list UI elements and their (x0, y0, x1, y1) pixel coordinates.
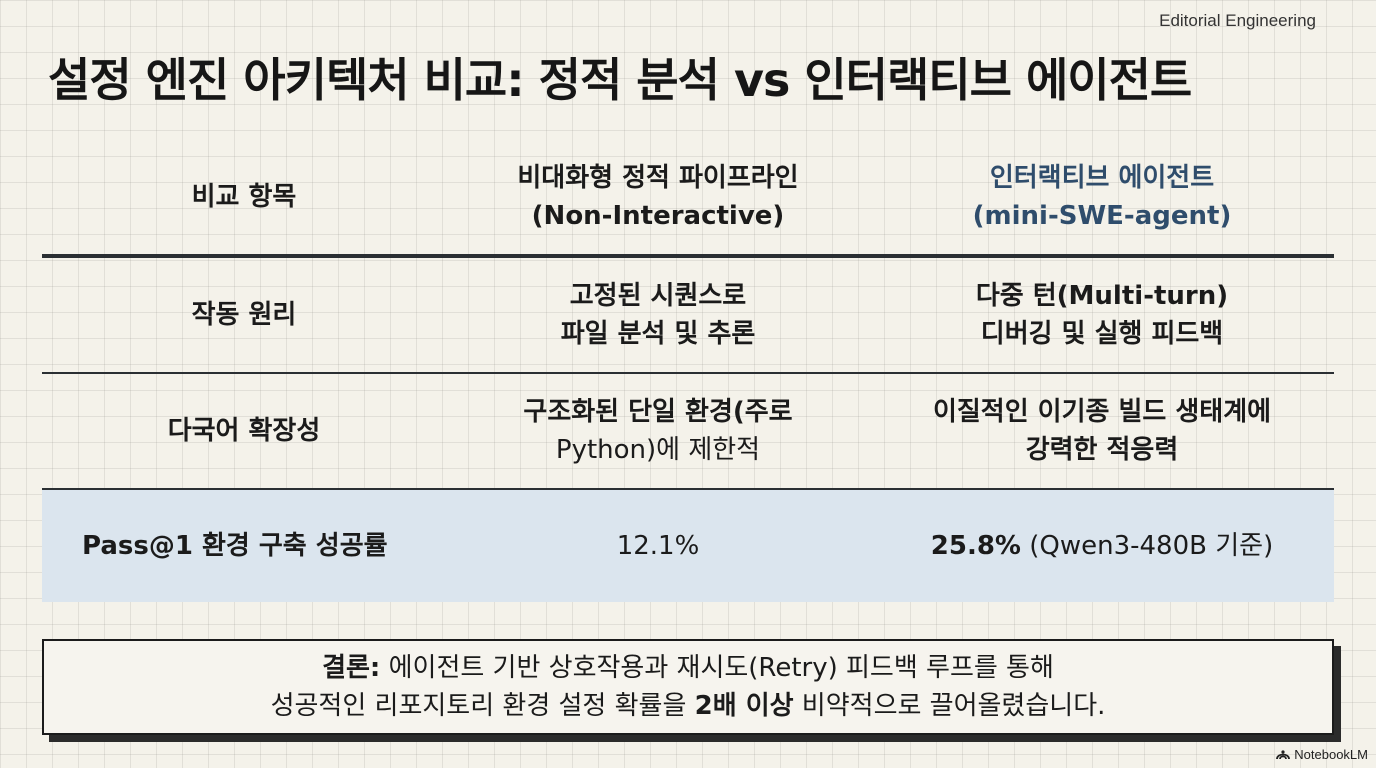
conclusion-line2-text-b: 비약적으로 끌어올렸습니다. (793, 691, 1106, 721)
header-agent-line1: 인터랙티브 에이전트 (989, 163, 1215, 193)
conclusion-emphasis: 2배 이상 (694, 691, 794, 721)
pass-rate-agent-note: (Qwen3-480B 기준) (1020, 531, 1274, 561)
pass-rate-static: 12.1% (616, 531, 700, 561)
pass-rate-agent: 25.8% (Qwen3-480B 기준) (870, 527, 1334, 565)
comparison-table: 비교 항목 비대화형 정적 파이프라인 (Non-Interactive) 인터… (42, 140, 1334, 602)
row-agent-value: 다중 턴(Multi-turn) 디버깅 및 실행 피드백 (870, 277, 1334, 353)
page-title: 설정 엔진 아키텍처 비교: 정적 분석 vs 인터랙티브 에이전트 (48, 53, 1192, 107)
conclusion-lead: 결론: (322, 653, 381, 683)
row-static-value: 구조화된 단일 환경(주로 Python)에 제한적 (446, 393, 870, 469)
row-static-line2: 파일 분석 및 추론 (560, 319, 756, 349)
row-agent-value: 이질적인 이기종 빌드 생태계에 강력한 적응력 (870, 393, 1334, 469)
row-agent-line2: 디버깅 및 실행 피드백 (980, 319, 1224, 349)
header-static-line2: (Non-Interactive) (531, 201, 785, 231)
row-agent-line1: 다중 턴(Multi-turn) (975, 281, 1229, 311)
row-agent-line1: 이질적인 이기종 빌드 생태계에 (932, 397, 1272, 427)
header-comparison-item: 비교 항목 (191, 182, 297, 212)
brand-label: Editorial Engineering (1159, 11, 1316, 30)
header-static-line1: 비대화형 정적 파이프라인 (517, 163, 799, 193)
conclusion-line2: 성공적인 리포지토리 환경 설정 확률을 2배 이상 비약적으로 끌어올렸습니다… (271, 687, 1106, 725)
notebooklm-icon (1276, 750, 1291, 760)
pass-rate-agent-value: 25.8% (930, 531, 1021, 561)
pass-rate-row: Pass@1 환경 구축 성공률 12.1% 25.8% (Qwen3-480B… (42, 490, 1334, 602)
header-static-pipeline: 비대화형 정적 파이프라인 (Non-Interactive) (446, 159, 870, 235)
header-agent-line2: (mini-SWE-agent) (972, 201, 1232, 231)
conclusion-line2-text-a: 성공적인 리포지토리 환경 설정 확률을 (270, 691, 695, 721)
conclusion-box: 결론: 에이전트 기반 상호작용과 재시도(Retry) 피드백 루프를 통해 … (42, 639, 1334, 735)
conclusion-line1-text: 에이전트 기반 상호작용과 재시도(Retry) 피드백 루프를 통해 (380, 653, 1054, 683)
row-label: 다국어 확장성 (167, 416, 321, 446)
row-agent-line2: 강력한 적응력 (1025, 435, 1179, 465)
row-label: 작동 원리 (191, 300, 297, 330)
row-static-value: 고정된 시퀀스로 파일 분석 및 추론 (446, 277, 870, 353)
table-header-row: 비교 항목 비대화형 정적 파이프라인 (Non-Interactive) 인터… (42, 140, 1334, 258)
table-row: 다국어 확장성 구조화된 단일 환경(주로 Python)에 제한적 이질적인 … (42, 374, 1334, 490)
row-static-line2: Python)에 제한적 (555, 435, 761, 465)
conclusion-line1: 결론: 에이전트 기반 상호작용과 재시도(Retry) 피드백 루프를 통해 (322, 649, 1054, 687)
notebooklm-badge: NotebookLM (1276, 747, 1368, 762)
notebooklm-label: NotebookLM (1294, 747, 1368, 762)
pass-rate-label: Pass@1 환경 구축 성공률 (82, 531, 388, 561)
row-static-line1: 구조화된 단일 환경(주로 (523, 397, 793, 427)
row-static-line1: 고정된 시퀀스로 (569, 281, 747, 311)
header-interactive-agent: 인터랙티브 에이전트 (mini-SWE-agent) (870, 159, 1334, 235)
table-row: 작동 원리 고정된 시퀀스로 파일 분석 및 추론 다중 턴(Multi-tur… (42, 258, 1334, 374)
